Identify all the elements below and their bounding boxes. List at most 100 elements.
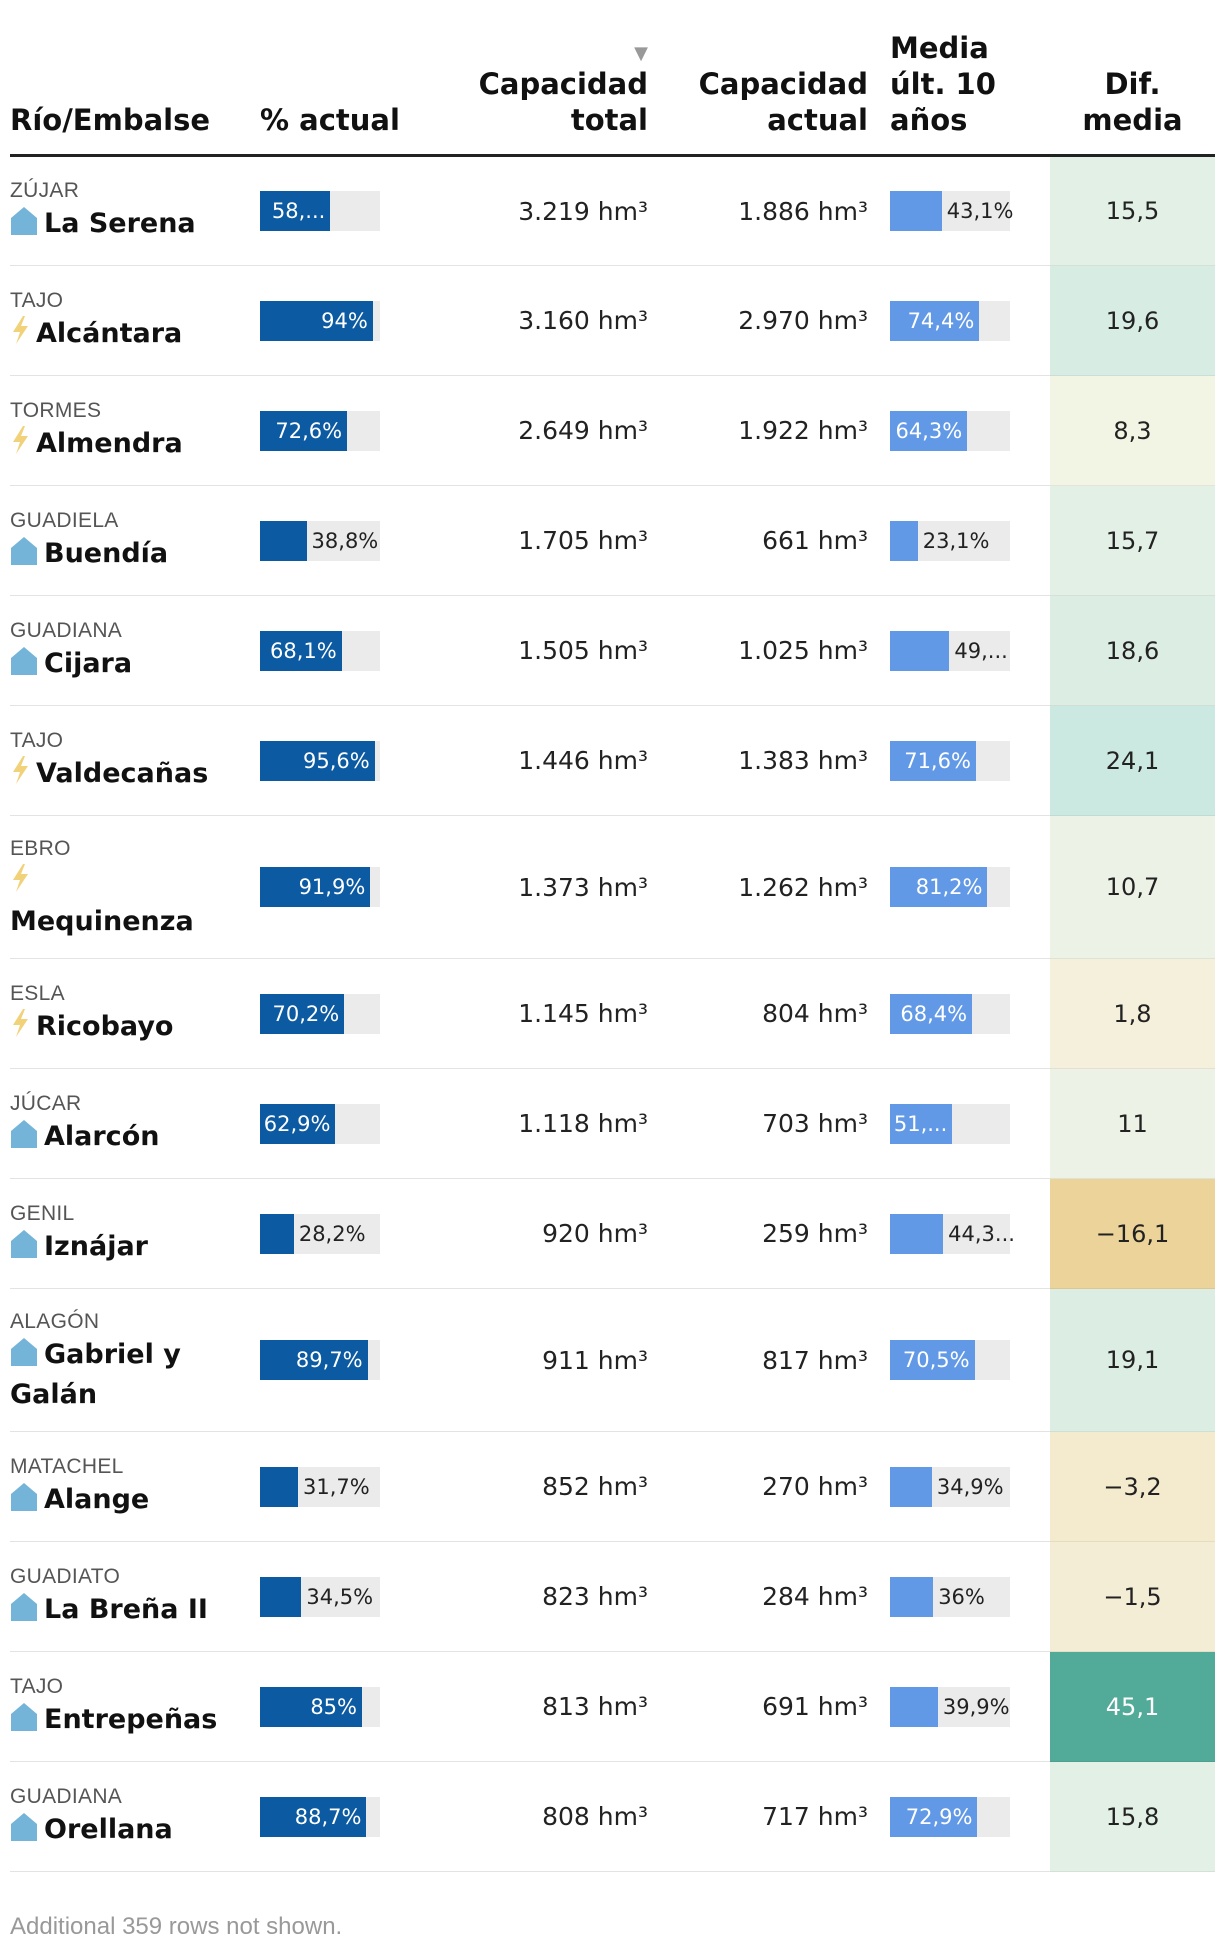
avg-bar-fill (890, 1576, 934, 1617)
dam-name-line: Alarcón (10, 1118, 260, 1158)
cell-pct: 85% (260, 1651, 455, 1762)
pct-bar-fill (260, 1576, 302, 1617)
cell-name: ZÚJAR La Serena (10, 155, 260, 266)
pct-bar: 68,1% (260, 630, 380, 671)
avg-bar-fill (890, 1103, 953, 1144)
table-row[interactable]: ALAGÓN Gabriel y Galán 89,7% 911 hm³ 817 hm³… (10, 1288, 1215, 1432)
pct-bar-fill (260, 1466, 299, 1507)
cell-pct: 88,7% (260, 1761, 455, 1872)
pct-bar-label: 68,1% (270, 638, 337, 663)
dam-name: Iznájar (44, 1230, 148, 1262)
table-row[interactable]: TAJO Alcántara 94% 3.160 hm³ 2.970 hm³ 74,4% 1… (10, 265, 1215, 376)
cell-dif: 10,7 (1050, 815, 1215, 959)
cell-pct: 89,7% (260, 1288, 455, 1432)
pct-bar-fill (260, 410, 348, 451)
table-row[interactable]: MATACHEL Alange 31,7% 852 hm³ 270 hm³ 34,9% −3… (10, 1431, 1215, 1542)
column-header-pct[interactable]: % actual (260, 30, 455, 157)
table-row[interactable]: ESLA Ricobayo 70,2% 1.145 hm³ 804 hm³ 68,4% 1,… (10, 958, 1215, 1069)
pct-bar-label: 89,7% (295, 1348, 363, 1372)
column-header-total[interactable]: ▼ Capacidad total (455, 30, 670, 157)
lightning-icon (10, 863, 30, 903)
pct-bar-label: 38,8% (311, 528, 379, 553)
cell-dif: −16,1 (1050, 1178, 1215, 1289)
cell-dif: −1,5 (1050, 1541, 1215, 1652)
cell-actual: 703 hm³ (670, 1068, 890, 1179)
avg-bar-label: 23,1% (922, 528, 990, 553)
pct-bar-label: 62,9% (263, 1111, 331, 1136)
cell-avg: 36% (890, 1541, 1050, 1652)
avg-bar-label: 70,5% (902, 1348, 970, 1372)
pct-bar-fill (260, 1796, 367, 1837)
dam-name-line: Cijara (10, 645, 260, 685)
pct-bar-fill (260, 1213, 294, 1254)
avg-bar-fill (890, 867, 988, 907)
avg-bar-label: 44,3... (948, 1221, 1015, 1246)
pct-bar-label: 72,6% (275, 418, 343, 443)
cell-pct: 91,9% (260, 815, 455, 959)
table-row[interactable]: ZÚJAR La Serena 58,... 3.219 hm³ 1.886 hm³ 43… (10, 155, 1215, 266)
dam-name: Alcántara (36, 317, 183, 349)
table-row[interactable]: TAJO Entrepeñas 85% 813 hm³ 691 hm³ 39,9% 45,1 (10, 1651, 1215, 1762)
cell-total: 1.446 hm³ (455, 705, 670, 816)
table-row[interactable]: TORMES Almendra 72,6% 2.649 hm³ 1.922 hm³ 64,… (10, 375, 1215, 486)
dam-name-line: Iznájar (10, 1228, 260, 1268)
dam-icon (10, 1481, 38, 1521)
cell-dif: 15,7 (1050, 485, 1215, 596)
lightning-icon (10, 425, 30, 465)
table-row[interactable]: TAJO Valdecañas 95,6% 1.446 hm³ 1.383 hm³ 71,… (10, 705, 1215, 816)
table-row[interactable]: GUADIANA Orellana 88,7% 808 hm³ 717 hm³ 72,9%… (10, 1761, 1215, 1872)
avg-bar-fill (890, 1213, 944, 1254)
cell-avg: 43,1% (890, 155, 1050, 266)
pct-bar-label: 70,2% (272, 1001, 340, 1026)
avg-bar-fill (890, 300, 980, 341)
cell-avg: 49,... (890, 595, 1050, 706)
pct-bar: 28,2% (260, 1213, 380, 1254)
cell-name: ESLA Ricobayo (10, 958, 260, 1069)
cell-actual: 270 hm³ (670, 1431, 890, 1542)
avg-bar-fill (890, 1466, 932, 1507)
cell-total: 920 hm³ (455, 1178, 670, 1289)
cell-dif: 8,3 (1050, 375, 1215, 486)
avg-bar-label: 51,... (893, 1111, 948, 1136)
avg-bar-label: 72,9% (905, 1804, 973, 1829)
table-row[interactable]: GUADIELA Buendía 38,8% 1.705 hm³ 661 hm³ 23,1… (10, 485, 1215, 596)
table-row[interactable]: EBRO Mequinenza 91,9% 1.373 hm³ 1.262 hm³ 81,… (10, 815, 1215, 959)
cell-dif: 19,6 (1050, 265, 1215, 376)
river-name: GUADIELA (10, 508, 119, 532)
pct-bar: 89,7% (260, 1340, 380, 1380)
avg-bar: 43,1% (890, 191, 1013, 231)
cell-name: GUADIANA Orellana (10, 1761, 260, 1872)
table-row[interactable]: JÚCAR Alarcón 62,9% 1.118 hm³ 703 hm³ 51,... 1… (10, 1068, 1215, 1179)
pct-bar-fill (260, 1686, 362, 1727)
avg-bar: 64,3% (890, 410, 1010, 451)
pct-bar-label: 85% (310, 1694, 357, 1719)
avg-bar: 72,9% (890, 1796, 1010, 1837)
table-row[interactable]: GENIL Iznájar 28,2% 920 hm³ 259 hm³ 44,3... −1… (10, 1178, 1215, 1289)
avg-bar-fill (890, 630, 950, 671)
footer-note: Additional 359 rows not shown. (10, 1913, 343, 1940)
avg-bar: 51,... (890, 1103, 1010, 1144)
table-row[interactable]: GUADIATO La Breña II 34,5% 823 hm³ 284 hm³ 36… (10, 1541, 1215, 1652)
pct-bar-fill (260, 993, 345, 1034)
column-header-actual[interactable]: Capacidad actual (670, 30, 890, 157)
cell-dif: 1,8 (1050, 958, 1215, 1069)
column-header-name[interactable]: Río/Embalse (10, 30, 260, 157)
pct-bar-label: 28,2% (298, 1221, 366, 1246)
dam-name-line: Ricobayo (10, 1008, 260, 1048)
cell-name: GUADIATO La Breña II (10, 1541, 260, 1652)
dam-icon (10, 1118, 38, 1158)
river-name: ESLA (10, 981, 65, 1005)
table-row[interactable]: GUADIANA Cijara 68,1% 1.505 hm³ 1.025 hm³ 49,… (10, 595, 1215, 706)
avg-bar-label: 36% (938, 1584, 985, 1609)
cell-actual: 661 hm³ (670, 485, 890, 596)
cell-name: GUADIELA Buendía (10, 485, 260, 596)
column-header-dif[interactable]: Dif. media (1050, 30, 1215, 157)
column-header-avg[interactable]: Media últ. 10 años (890, 30, 1050, 157)
cell-actual: 1.886 hm³ (670, 155, 890, 266)
pct-bar-label: 94% (321, 308, 368, 333)
pct-bar: 85% (260, 1686, 380, 1727)
cell-total: 813 hm³ (455, 1651, 670, 1762)
dam-icon (10, 205, 38, 245)
cell-total: 808 hm³ (455, 1761, 670, 1872)
avg-bar-label: 68,4% (900, 1001, 968, 1026)
